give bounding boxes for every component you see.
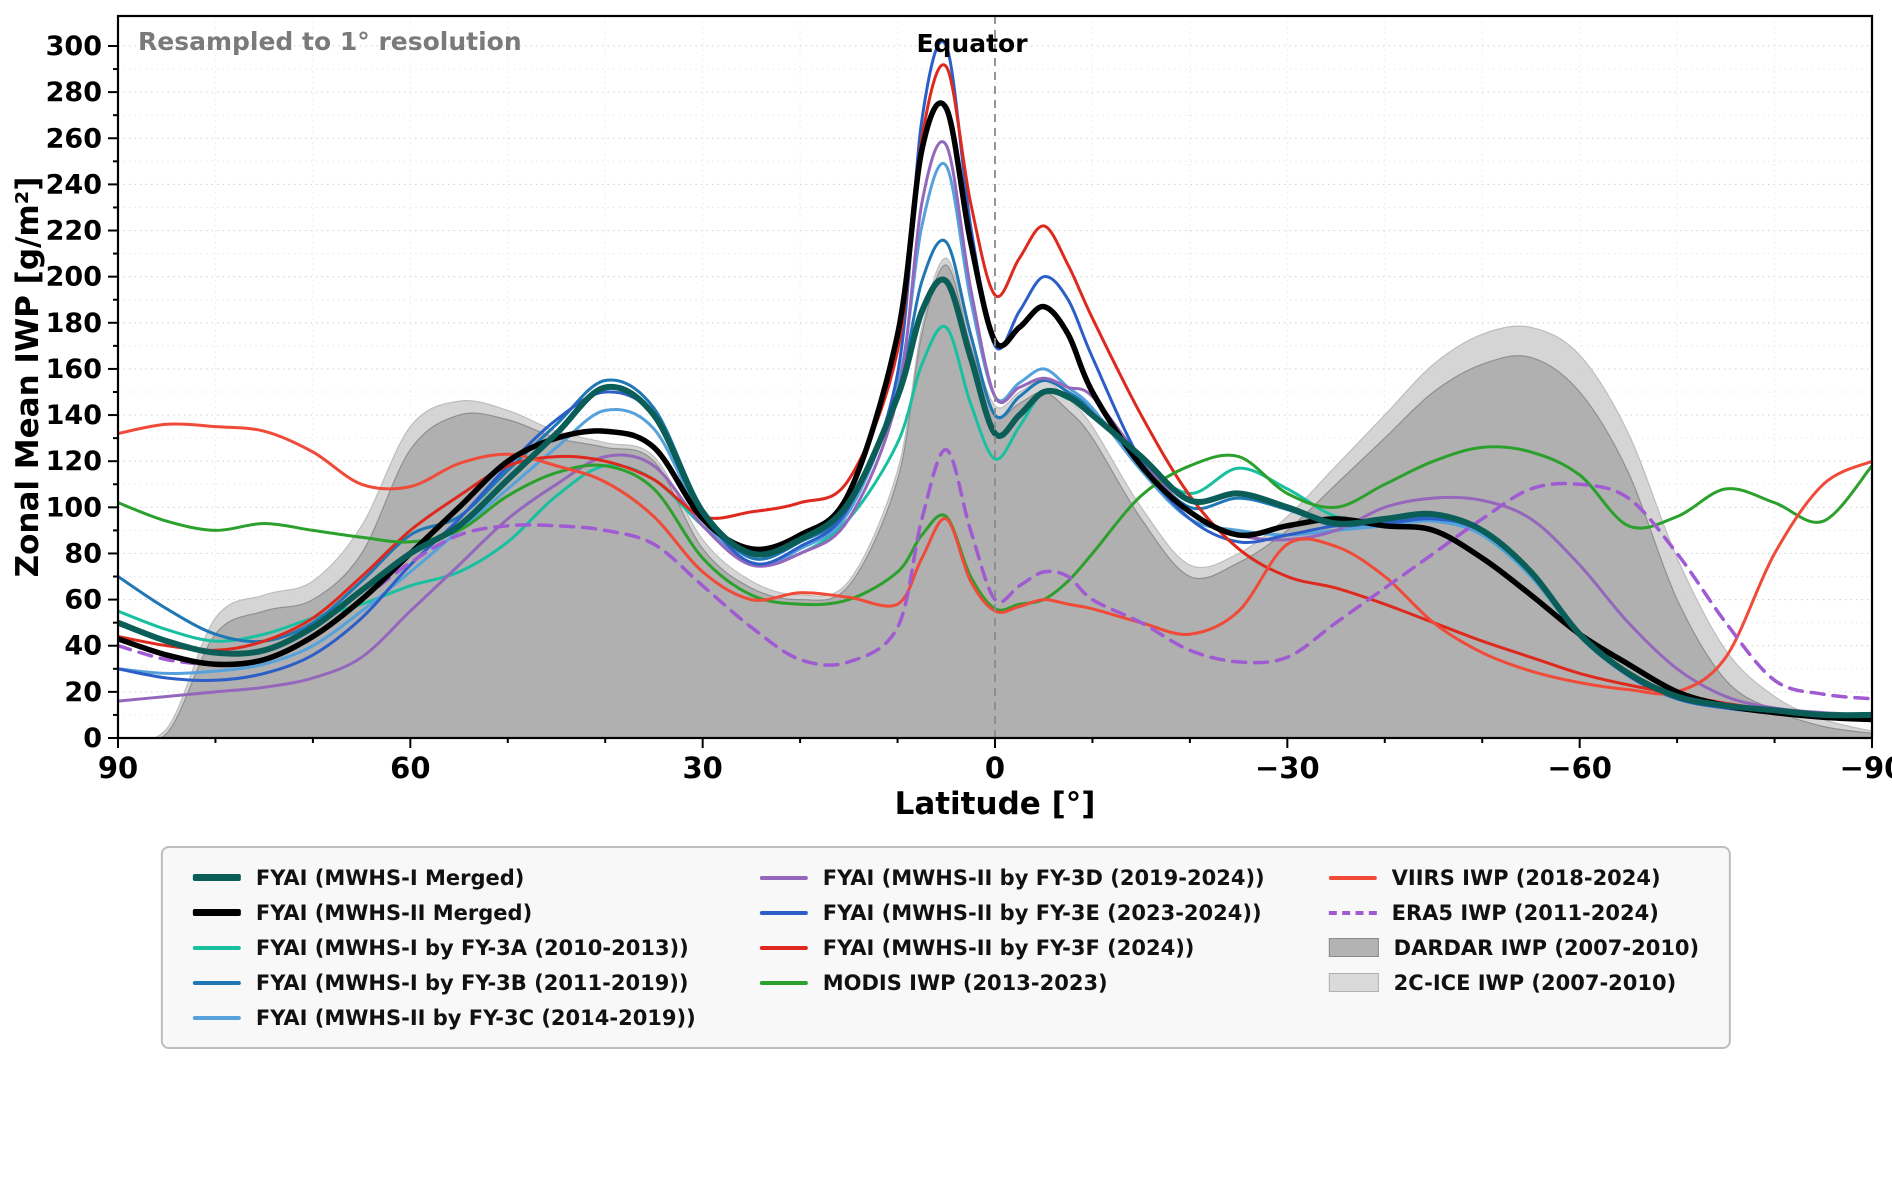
- y-tick-label: 200: [46, 262, 102, 293]
- legend-item: DARDAR IWP (2007-2010): [1328, 934, 1700, 961]
- legend-swatch-line: [759, 875, 808, 880]
- x-tick-label: −60: [1547, 751, 1612, 785]
- legend-column: VIIRS IWP (2018-2024) ERA5 IWP (2011-2024…: [1328, 864, 1700, 996]
- y-tick-label: 0: [83, 723, 102, 754]
- legend-label: FYAI (MWHS-II Merged): [255, 900, 533, 925]
- x-tick-label: 30: [682, 751, 722, 785]
- legend-item: MODIS IWP (2013-2023): [759, 969, 1265, 996]
- legend-label: FYAI (MWHS-II by FY-3F (2024)): [822, 935, 1195, 960]
- legend-label: FYAI (MWHS-I by FY-3A (2010-2013)): [255, 935, 689, 960]
- legend-label: VIIRS IWP (2018-2024): [1391, 865, 1661, 890]
- x-tick-label: 0: [985, 751, 1005, 785]
- equator-label: Equator: [916, 29, 1028, 58]
- legend-swatch-line: [192, 980, 241, 985]
- legend-swatch-line: [759, 910, 808, 915]
- legend-label: 2C-ICE IWP (2007-2010): [1393, 970, 1677, 995]
- legend-column: FYAI (MWHS-I Merged) FYAI (MWHS-II Merged…: [192, 864, 696, 1031]
- y-tick-label: 80: [64, 538, 102, 569]
- legend-label: FYAI (MWHS-II by FY-3D (2019-2024)): [822, 865, 1265, 890]
- y-tick-label: 40: [64, 631, 102, 662]
- legend-label: FYAI (MWHS-II by FY-3E (2023-2024)): [822, 900, 1262, 925]
- series-FYAI (MWHS-I Merged): [118, 276, 1872, 719]
- y-tick-label: 240: [46, 169, 102, 200]
- series-FYAI (MWHS-II by FY-3D (2019-2024)): [118, 140, 1872, 717]
- x-tick-label: −30: [1255, 751, 1320, 785]
- legend-swatch-line: [192, 945, 241, 950]
- legend-item: FYAI (MWHS-II by FY-3C (2014-2019)): [192, 1004, 696, 1031]
- legend-item: FYAI (MWHS-I Merged): [192, 864, 696, 891]
- y-tick-label: 180: [46, 308, 102, 339]
- y-tick-label: 280: [46, 77, 102, 108]
- x-tick-label: −90: [1840, 751, 1892, 785]
- y-tick-label: 100: [46, 492, 102, 523]
- legend-column: FYAI (MWHS-II by FY-3D (2019-2024)) FYAI …: [759, 864, 1265, 996]
- legend-swatch-patch: [1328, 973, 1379, 992]
- y-tick-label: 260: [46, 123, 102, 154]
- chart-plot-area: 9060300−30−60−90020406080100120140160180…: [46, 14, 1892, 785]
- annotation-resampled: Resampled to 1° resolution: [138, 27, 522, 56]
- legend-label: FYAI (MWHS-I by FY-3B (2011-2019)): [255, 970, 689, 995]
- y-axis-label: Zonal Mean IWP [g/m²]: [10, 177, 46, 578]
- legend-swatch-dashed: [1328, 910, 1377, 915]
- legend-item: FYAI (MWHS-II Merged): [192, 899, 696, 926]
- x-tick-label: 60: [390, 751, 430, 785]
- legend-label: FYAI (MWHS-I Merged): [255, 865, 525, 890]
- legend-item: FYAI (MWHS-II by FY-3E (2023-2024)): [759, 899, 1265, 926]
- legend-label: MODIS IWP (2013-2023): [822, 970, 1108, 995]
- y-tick-label: 20: [64, 677, 102, 708]
- legend-item: FYAI (MWHS-I by FY-3A (2010-2013)): [192, 934, 696, 961]
- legend-swatch-line: [759, 945, 808, 950]
- legend-item: ERA5 IWP (2011-2024): [1328, 899, 1700, 926]
- legend-label: ERA5 IWP (2011-2024): [1391, 900, 1659, 925]
- legend-swatch-line-thick: [192, 909, 241, 916]
- x-tick-label: 90: [98, 751, 138, 785]
- y-tick-label: 160: [46, 354, 102, 385]
- legend-label: FYAI (MWHS-II by FY-3C (2014-2019)): [255, 1005, 696, 1030]
- series-VIIRS IWP (2018-2024): [118, 422, 1872, 696]
- y-tick-label: 220: [46, 216, 102, 247]
- y-tick-label: 300: [46, 31, 102, 62]
- y-tick-label: 140: [46, 400, 102, 431]
- legend-swatch-line-thick: [192, 874, 241, 881]
- x-axis-label: Latitude [°]: [895, 786, 1096, 822]
- y-tick-label: 60: [64, 585, 102, 616]
- legend-swatch-patch: [1328, 938, 1379, 957]
- legend-swatch-line: [192, 1015, 241, 1020]
- legend-item: FYAI (MWHS-I by FY-3B (2011-2019)): [192, 969, 696, 996]
- legend-label: DARDAR IWP (2007-2010): [1393, 935, 1700, 960]
- series-FYAI (MWHS-II by FY-3F (2024)): [118, 63, 1872, 719]
- legend: FYAI (MWHS-I Merged) FYAI (MWHS-II Merged…: [160, 846, 1732, 1049]
- legend-item: 2C-ICE IWP (2007-2010): [1328, 969, 1700, 996]
- legend-item: FYAI (MWHS-II by FY-3F (2024)): [759, 934, 1265, 961]
- legend-item: VIIRS IWP (2018-2024): [1328, 864, 1700, 891]
- zonal-mean-iwp-chart: 9060300−30−60−90020406080100120140160180…: [10, 14, 1892, 822]
- series-ERA5 IWP (2011-2024): [118, 447, 1872, 701]
- legend-swatch-line: [1328, 875, 1377, 880]
- series-FYAI (MWHS-II Merged): [118, 100, 1872, 723]
- legend-item: FYAI (MWHS-II by FY-3D (2019-2024)): [759, 864, 1265, 891]
- legend-swatch-line: [759, 980, 808, 985]
- y-tick-label: 120: [46, 446, 102, 477]
